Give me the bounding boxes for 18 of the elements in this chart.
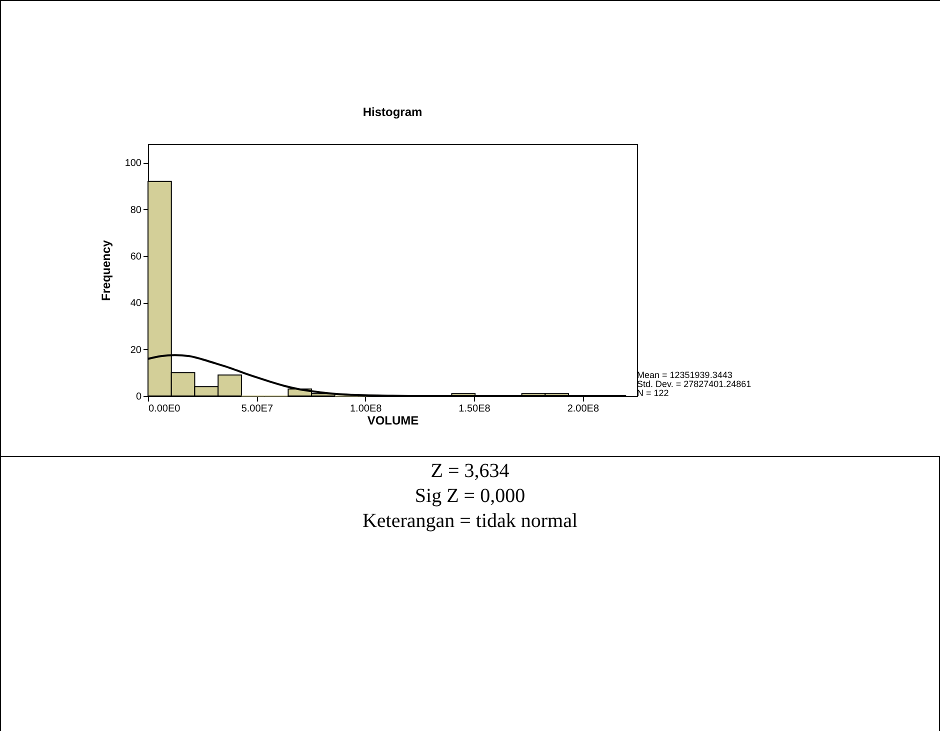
y-tick-label: 0 xyxy=(136,392,142,402)
x-tick-label: 2.00E8 xyxy=(567,404,600,414)
x-axis-title: VOLUME xyxy=(367,414,419,428)
y-axis-title: Frequency xyxy=(98,240,113,301)
y-tick-label: 80 xyxy=(130,204,142,216)
x-tick-label: 0.00E0 xyxy=(148,404,181,414)
y-tick-label: 20 xyxy=(130,344,142,356)
chart-title: Histogram xyxy=(362,105,422,119)
annotation: Std. Dev. = 27827401.24861 xyxy=(637,379,752,389)
y-tick-label: 60 xyxy=(130,252,142,262)
text: Sig Z = 0,000 xyxy=(414,484,526,509)
x-tick-label: 5.00E7 xyxy=(241,404,274,414)
y-tick-label: 100 xyxy=(124,158,142,170)
text: Keterangan = tidak normal xyxy=(361,509,579,534)
y-tick-label: 40 xyxy=(130,298,142,310)
x-tick-label: 1.00E8 xyxy=(350,404,382,414)
text: Z = 3,634 xyxy=(430,459,510,484)
x-tick-label: 1.50E8 xyxy=(458,404,491,414)
